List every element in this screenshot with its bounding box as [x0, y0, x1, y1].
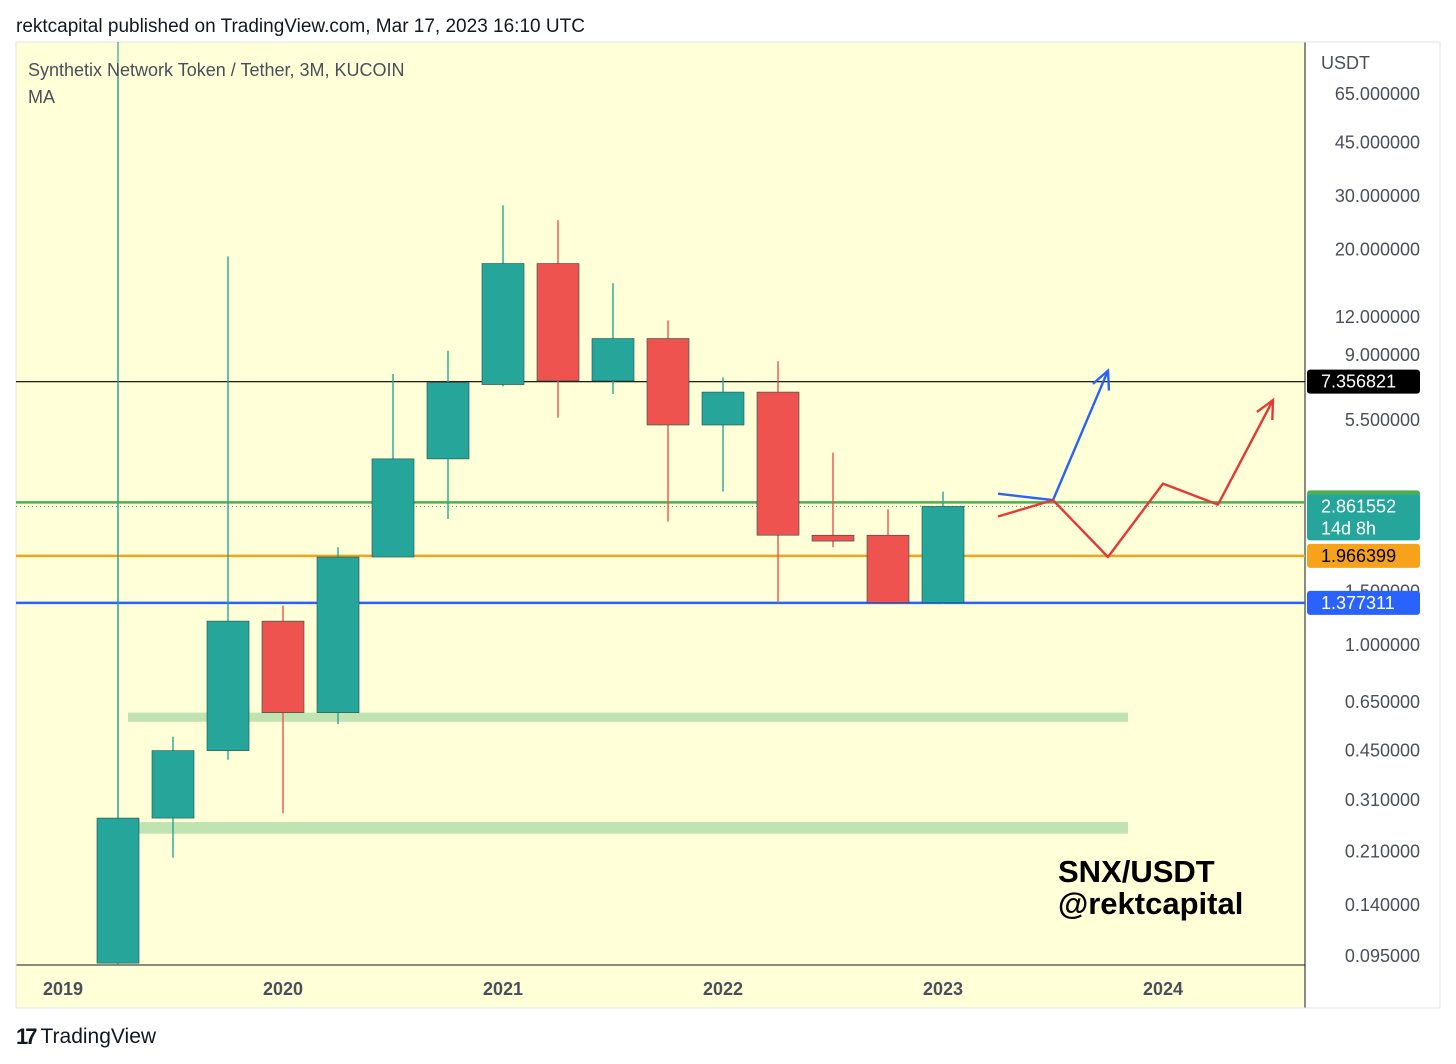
candle[interactable] — [426, 350, 470, 520]
candle-body — [316, 556, 360, 713]
candle-body — [811, 534, 855, 542]
time-axis[interactable]: 2019 2020 2021 2022 2023 2024 — [43, 979, 1183, 999]
price-level-badge: 7.356821 — [1307, 369, 1420, 394]
outer-border — [15, 41, 1441, 1009]
candle-body — [426, 382, 470, 460]
time-axis-background — [16, 965, 1305, 1008]
price-level-value: 7.356821 — [1321, 372, 1396, 392]
candle-body — [536, 263, 580, 382]
y-tick-label: 0.140000 — [1345, 895, 1420, 915]
projection-arrowhead — [1256, 397, 1275, 421]
indicator-label[interactable]: MA — [28, 87, 55, 107]
support-zone — [128, 712, 1128, 722]
price-level-badge: 1.966399 — [1307, 543, 1420, 568]
y-tick-label: 0.310000 — [1345, 790, 1420, 810]
candle[interactable] — [866, 509, 910, 603]
price-level-value: 1.966399 — [1321, 546, 1396, 566]
y-tick-label: 45.000000 — [1335, 133, 1420, 153]
x-tick-label: 2019 — [43, 979, 83, 999]
candle-body — [646, 338, 690, 426]
candle[interactable] — [206, 256, 250, 760]
watermark-pair: SNX/USDT — [1058, 854, 1215, 889]
candle-body — [206, 620, 250, 751]
price-level-badge: 1.377311 — [1307, 590, 1420, 615]
support-zone — [128, 822, 1128, 834]
y-tick-label: 30.000000 — [1335, 186, 1420, 206]
candles — [96, 66, 965, 964]
candle[interactable] — [371, 373, 415, 558]
y-tick-label: 5.500000 — [1345, 410, 1420, 430]
candle-body — [481, 263, 525, 385]
x-tick-label: 2022 — [703, 979, 743, 999]
symbol-title: Synthetix Network Token / Tether, 3M, KU… — [28, 60, 405, 80]
candle-body — [591, 338, 635, 382]
y-tick-label: 65.000000 — [1335, 84, 1420, 104]
price-level-badge-bg — [1307, 494, 1420, 541]
x-tick-label: 2024 — [1143, 979, 1183, 999]
candle-body — [151, 750, 195, 819]
x-tick-label: 2020 — [263, 979, 303, 999]
y-tick-label: 20.000000 — [1335, 240, 1420, 260]
footer: 17 TradingView — [16, 1024, 156, 1050]
y-tick-label: 1.000000 — [1345, 635, 1420, 655]
y-tick-label: 0.210000 — [1345, 841, 1420, 861]
candle[interactable] — [151, 736, 195, 858]
projection-paths — [997, 368, 1275, 559]
price-level-badge-bg — [1307, 590, 1420, 615]
candle[interactable] — [646, 320, 690, 522]
candle-body — [261, 620, 305, 713]
support-zones — [128, 712, 1128, 834]
candle-body — [371, 458, 415, 558]
candle[interactable] — [536, 220, 580, 418]
candle[interactable] — [316, 547, 360, 725]
candle[interactable] — [261, 605, 305, 814]
candle-body — [866, 534, 910, 603]
candle-body — [756, 391, 800, 536]
candle[interactable] — [591, 283, 635, 395]
candle[interactable] — [756, 361, 800, 603]
projection-line — [997, 399, 1275, 559]
x-tick-label: 2023 — [923, 979, 963, 999]
candle-body — [921, 506, 965, 603]
y-tick-label: 12.000000 — [1335, 307, 1420, 327]
currency-label: USDT — [1321, 53, 1370, 73]
tradingview-brand[interactable]: TradingView — [40, 1025, 157, 1048]
y-tick-label: 0.650000 — [1345, 692, 1420, 712]
candle-body — [96, 817, 140, 964]
watermark: SNX/USDT @rektcapital — [1058, 856, 1243, 920]
projection-arrowhead — [1092, 368, 1111, 391]
candle[interactable] — [701, 377, 745, 492]
tradingview-logo-icon[interactable]: 17 — [16, 1024, 38, 1049]
price-level-value: 2.861552 — [1321, 496, 1396, 516]
candle[interactable] — [811, 452, 855, 548]
y-tick-label: 9.000000 — [1345, 345, 1420, 365]
published-caption: rektcapital published on TradingView.com… — [16, 16, 585, 37]
watermark-author: @rektcapital — [1058, 886, 1244, 921]
candle-body — [701, 391, 745, 426]
countdown-label: 14d 8h — [1321, 518, 1376, 538]
price-level-badge-bg — [1307, 543, 1420, 568]
price-level-badge-bg — [1307, 369, 1420, 394]
candle[interactable] — [481, 205, 525, 387]
candle[interactable] — [96, 66, 140, 964]
candle[interactable] — [921, 491, 965, 604]
y-tick-label: 0.095000 — [1345, 946, 1420, 966]
x-tick-label: 2021 — [483, 979, 523, 999]
y-tick-label: 0.450000 — [1345, 741, 1420, 761]
price-level-value: 1.377311 — [1321, 593, 1395, 613]
